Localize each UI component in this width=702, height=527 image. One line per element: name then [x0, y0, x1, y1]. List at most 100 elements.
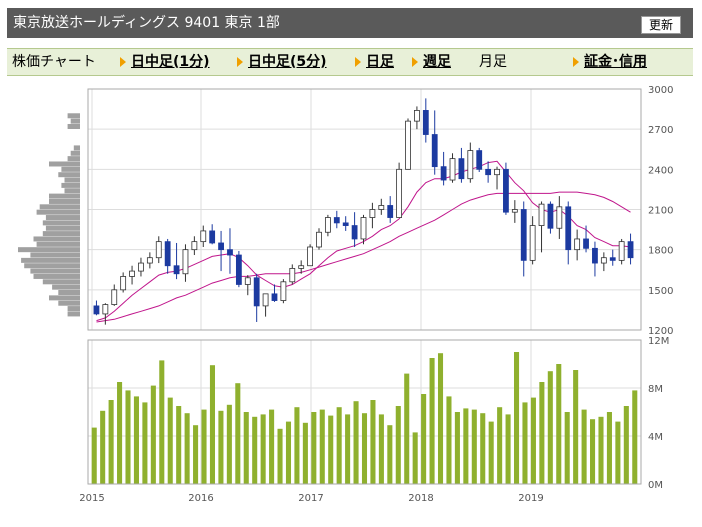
price-axis-labels: 1200 1500 1800 2100 2400 2700 3000	[648, 85, 673, 337]
volume-frame	[87, 339, 642, 485]
volume-profile-bar	[52, 284, 80, 290]
volume-profile-bar	[36, 241, 80, 247]
tab-arrow-icon	[120, 57, 126, 67]
volume-bar	[201, 409, 207, 484]
candle-up	[494, 168, 500, 176]
candle-up	[405, 120, 411, 170]
x-axis-labels: 2015 2016 2017 2018 2019	[79, 493, 543, 504]
tab-daily[interactable]: 日足	[355, 53, 394, 71]
volume-bar	[513, 352, 520, 484]
volume-bar	[480, 413, 486, 484]
volume-bar	[336, 407, 342, 484]
volume-bar	[91, 427, 97, 484]
volume-profile-bar	[42, 279, 80, 285]
candle-down	[485, 168, 492, 176]
price-tick-label: 2100	[648, 206, 673, 217]
chart-tab-bar: 株価チャート 日中足(1分) 日中足(5分) 日足 週足 月足 証金･信用	[7, 48, 693, 76]
candle-up	[111, 289, 118, 305]
tab-weekly-label: 週足	[423, 54, 451, 70]
volume-profile-bar	[70, 150, 80, 156]
volume-bar	[176, 406, 182, 484]
candle-down	[520, 209, 527, 261]
volume-bar	[193, 425, 199, 484]
candle-up	[600, 257, 607, 264]
volume-bar	[133, 396, 139, 484]
candle-up	[396, 168, 403, 218]
tab-intraday-1min[interactable]: 日中足(1分)	[120, 53, 210, 71]
volume-bar	[497, 407, 503, 484]
volume-bar	[623, 406, 629, 484]
price-tick-label: 1800	[648, 246, 673, 257]
volume-bar	[463, 408, 469, 484]
volume-bar	[488, 421, 494, 484]
volume-bar	[556, 364, 562, 484]
volume-bar	[353, 401, 359, 484]
volume-profile-bar	[61, 166, 80, 172]
candle-up	[511, 209, 518, 213]
volume-bar	[573, 370, 579, 484]
volume-profile-bar	[49, 198, 80, 204]
candle-down	[565, 206, 572, 251]
x-tick-label: 2019	[518, 493, 543, 504]
volume-bar	[260, 414, 266, 484]
tab-weekly[interactable]: 週足	[412, 53, 451, 71]
volume-profile-bar	[58, 300, 80, 306]
candle-down	[431, 134, 438, 168]
volume-profile-bar	[39, 204, 80, 210]
tab-margin-credit-label: 証金･信用	[584, 54, 647, 70]
volume-profile-bar	[42, 220, 80, 226]
volume-profile-bar	[73, 145, 80, 151]
volume-profile-bar	[64, 177, 80, 183]
tab-monthly: 月足	[479, 54, 507, 70]
volume-bar	[294, 407, 300, 484]
volume-profile	[18, 113, 81, 317]
candle-up	[369, 209, 376, 218]
chart-frames	[87, 88, 642, 485]
volume-profile-bar	[30, 252, 80, 258]
candle-up	[414, 110, 420, 122]
candle-down	[342, 222, 349, 226]
candle-up	[262, 293, 269, 307]
volume-bar	[606, 412, 612, 484]
volume-bar	[184, 413, 190, 484]
volume-bar	[539, 382, 545, 484]
candle-down	[583, 238, 589, 249]
x-tick-label: 2015	[79, 493, 104, 504]
candle-up	[360, 217, 367, 240]
volume-bar	[581, 409, 587, 484]
candle-up	[467, 150, 474, 180]
volume-bar	[454, 412, 460, 484]
volume-profile-bar	[58, 290, 80, 296]
tab-daily-label: 日足	[366, 54, 394, 70]
candle-up	[378, 205, 385, 210]
candle-down	[164, 241, 171, 267]
volume-profile-bar	[67, 113, 80, 119]
candle-up	[449, 158, 456, 181]
tab-intraday-5min-label: 日中足(5分)	[248, 54, 327, 70]
volume-bar	[100, 410, 106, 484]
candle-up	[307, 246, 313, 267]
candle-up	[129, 270, 135, 277]
volume-tick-label: 0M	[648, 480, 663, 491]
volume-bar	[269, 409, 275, 484]
volume-profile-bar	[49, 161, 80, 167]
volume-profile-bar	[18, 247, 80, 253]
candle-down	[609, 257, 616, 261]
volume-tick-label: 8M	[648, 384, 663, 395]
candle-down	[173, 265, 180, 275]
candle-up	[120, 276, 127, 291]
candle-down	[253, 277, 260, 307]
tab-intraday-5min[interactable]: 日中足(5分)	[237, 53, 327, 71]
price-tick-label: 2700	[648, 125, 673, 136]
candle-down	[271, 293, 278, 301]
candle-up	[280, 281, 287, 301]
tab-margin-credit[interactable]: 証金･信用	[573, 53, 647, 71]
candle-up	[324, 217, 331, 233]
tab-arrow-icon	[237, 57, 243, 67]
refresh-button[interactable]: 更新	[641, 16, 681, 34]
volume-profile-bar	[67, 311, 80, 317]
candle-up	[618, 241, 625, 261]
volume-profile-bar	[67, 123, 80, 129]
volume-bar	[252, 416, 258, 484]
